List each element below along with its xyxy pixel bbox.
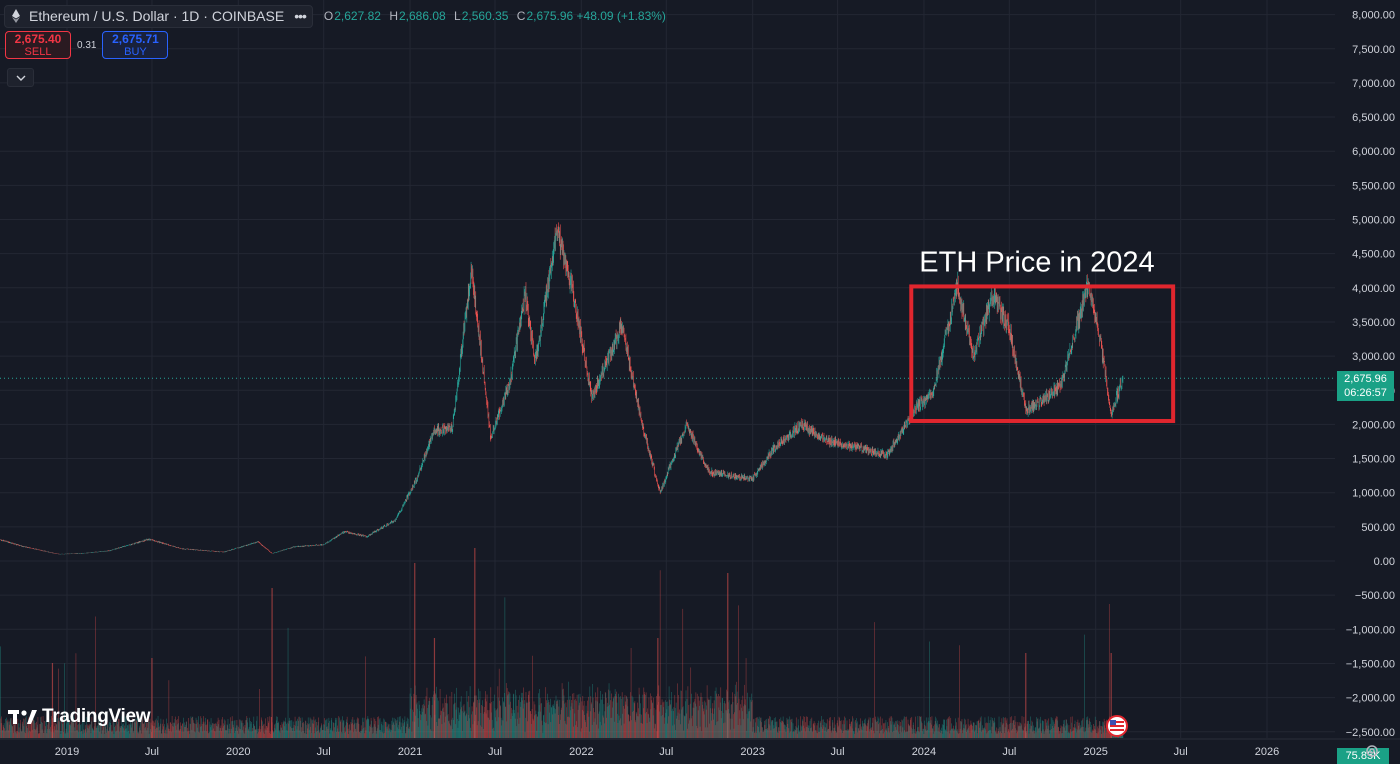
y-tick-label: 5,000.00 [1352,215,1395,227]
y-tick-label: 6,000.00 [1352,146,1395,158]
y-tick-label: 5,500.00 [1352,180,1395,192]
y-tick-label: 4,500.00 [1352,249,1395,261]
y-tick-label: 4,000.00 [1352,283,1395,295]
y-tick-label: 7,000.00 [1352,78,1395,90]
y-tick-label: 3,500.00 [1352,317,1395,329]
volume-bars [0,548,1123,738]
y-tick-label: 500.00 [1361,522,1395,534]
y-tick-label: 2,000.00 [1352,419,1395,431]
y-tick-label: 3,000.00 [1352,351,1395,363]
y-tick-label: 7,500.00 [1352,44,1395,56]
y-tick-label: 1,500.00 [1352,454,1395,466]
y-tick-label: 0.00 [1374,556,1395,568]
y-tick-label: 8,000.00 [1352,10,1395,22]
y-tick-label: 6,500.00 [1352,112,1395,124]
y-tick-label: 1,000.00 [1352,488,1395,500]
chart-grid [0,0,1335,738]
